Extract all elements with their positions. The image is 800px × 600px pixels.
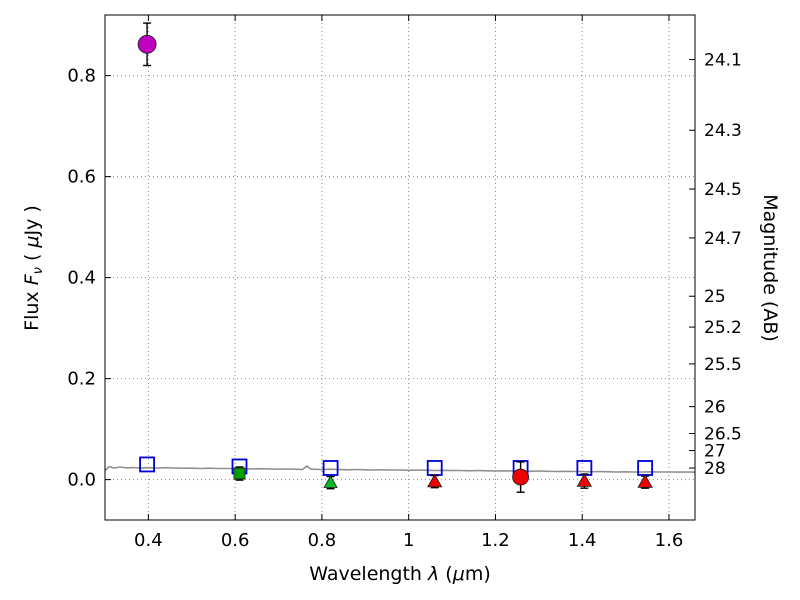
- y-tick-label-right: 24.1: [704, 51, 742, 71]
- y-tick-label-left: 0.4: [67, 268, 96, 289]
- y-tick-label-right: 28: [704, 459, 726, 479]
- x-tick-label: 0.4: [134, 530, 163, 551]
- magenta-detection-circle-marker: [137, 34, 157, 54]
- y-tick-label-left: 0.6: [67, 167, 96, 188]
- y-tick-label-right: 25.2: [704, 318, 742, 338]
- upper-limit-open-squares-marker: [322, 460, 339, 476]
- x-tick-label: 1.2: [481, 530, 510, 551]
- y-tick-label-right: 25.5: [704, 355, 742, 375]
- upper-limit-open-squares-marker: [637, 460, 654, 476]
- plot-border: [104, 14, 696, 521]
- upper-limit-open-squares-marker: [576, 460, 593, 476]
- x-tick-label: 0.8: [308, 530, 337, 551]
- upper-limit-open-squares-marker: [426, 460, 443, 476]
- tick-layer: 0.4 0.6 0.8 1 1.2 1.4 1.6 0.0 0.2 0.4 0.6 0.8 24.1 24…: [67, 15, 742, 551]
- red-detection-circle-marker: [512, 468, 530, 486]
- upper-limit-open-squares-marker: [139, 456, 155, 473]
- model-spectrum: [104, 464, 696, 473]
- axes-layer: [104, 14, 696, 521]
- x-axis-label: Wavelength λ (μm): [309, 563, 490, 585]
- y-tick-label-left: 0.0: [67, 470, 96, 491]
- red-detection-triangles-marker: [427, 473, 443, 488]
- y-tick-label-right: 26.5: [704, 425, 742, 445]
- red-detection-triangles-marker: [576, 473, 593, 487]
- y-tick-label-right: 24.7: [704, 229, 742, 249]
- y-axis-label-right: Magnitude (AB): [759, 194, 781, 342]
- green-detection-triangle-marker: [323, 475, 338, 488]
- y-tick-label-right: 25: [704, 287, 726, 307]
- red-detection-triangles-marker: [637, 474, 653, 488]
- x-tick-label: 1: [403, 530, 414, 551]
- y-tick-label-left: 0.8: [67, 66, 96, 87]
- y-tick-label-right: 26: [704, 398, 726, 418]
- series-layer: [104, 22, 696, 493]
- x-tick-label: 1.6: [655, 530, 684, 551]
- x-tick-label: 0.6: [221, 530, 250, 551]
- y-tick-label-right: 27: [704, 442, 726, 462]
- green-detection-square-marker: [233, 467, 246, 480]
- grid-layer: [105, 15, 695, 520]
- y-tick-label-left: 0.2: [67, 369, 96, 390]
- y-tick-label-right: 24.3: [704, 121, 742, 141]
- x-tick-label: 1.4: [568, 530, 597, 551]
- y-tick-label-right: 24.5: [704, 180, 742, 200]
- y-axis-label-left: Flux Fν ( μJy ): [21, 205, 46, 331]
